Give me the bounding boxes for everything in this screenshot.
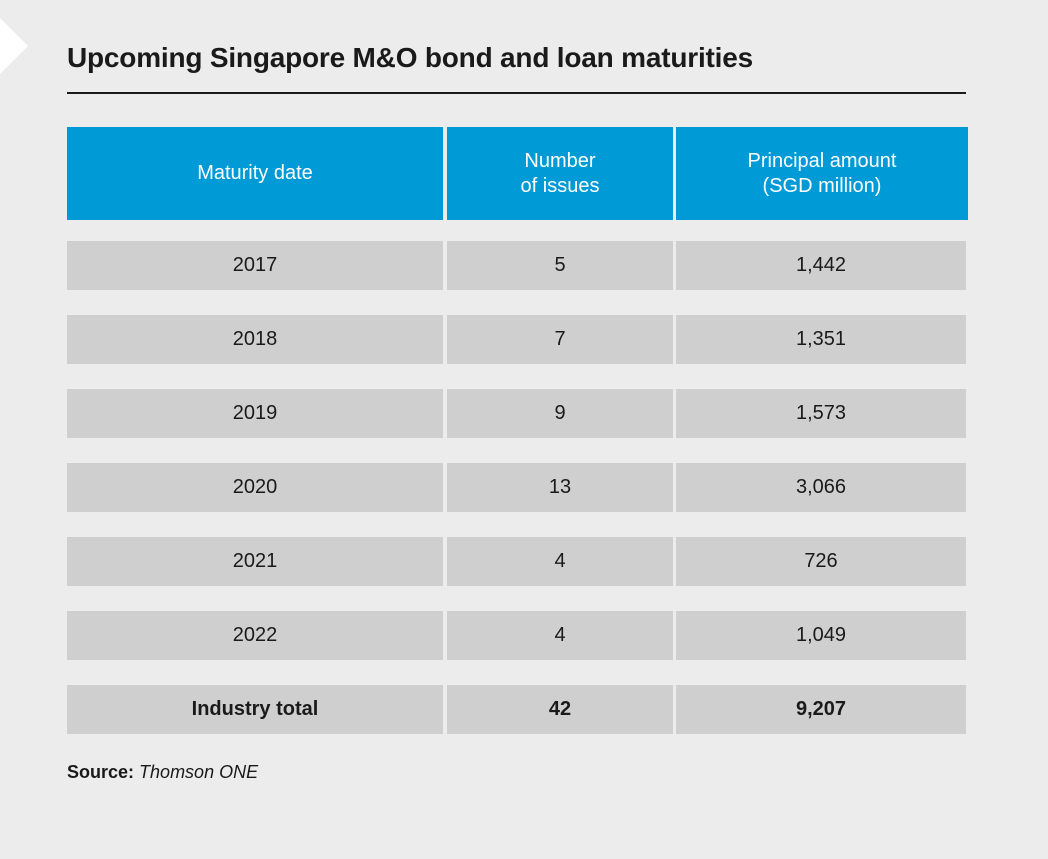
header-number-line-1: Number [524,149,596,172]
cell-principal-amount: 1,351 [676,315,966,364]
table-row: 2020 13 3,066 [67,463,968,512]
cell-total-principal: 9,207 [676,685,966,734]
cell-number-of-issues: 4 [447,611,673,660]
cell-principal-amount: 1,573 [676,389,966,438]
cell-principal-amount: 3,066 [676,463,966,512]
header-number-of-issues-label: Number of issues [521,149,600,199]
cell-principal-amount: 1,442 [676,241,966,290]
title-divider [67,92,966,94]
source-note: Source: Thomson ONE [67,762,258,783]
page-title: Upcoming Singapore M&O bond and loan mat… [67,42,753,73]
table-total-row: Industry total 42 9,207 [67,685,968,734]
header-maturity-date: Maturity date [67,127,443,220]
header-principal-line-1: Principal amount [747,149,897,172]
table-row: 2021 4 726 [67,537,968,586]
cell-number-of-issues: 9 [447,389,673,438]
header-principal-line-2: (SGD million) [762,174,882,197]
cell-maturity-date: 2020 [67,463,443,512]
source-value: Thomson ONE [139,762,259,782]
cell-total-issues: 42 [447,685,673,734]
cell-total-label: Industry total [67,685,443,734]
header-number-line-2: of issues [520,174,600,197]
cell-maturity-date: 2017 [67,241,443,290]
cell-number-of-issues: 5 [447,241,673,290]
cell-principal-amount: 1,049 [676,611,966,660]
table-row: 2017 5 1,442 [67,241,968,290]
cell-maturity-date: 2021 [67,537,443,586]
table-header: Maturity date Number of issues Principal… [67,127,968,220]
table-row: 2019 9 1,573 [67,389,968,438]
source-label: Source: [67,762,135,782]
cell-number-of-issues: 7 [447,315,673,364]
header-maturity-date-label: Maturity date [197,162,313,184]
cell-number-of-issues: 13 [447,463,673,512]
corner-tab-decoration [0,18,28,74]
header-principal-amount-label: Principal amount (SGD million) [748,149,897,199]
header-principal-amount: Principal amount (SGD million) [676,127,968,220]
cell-maturity-date: 2019 [67,389,443,438]
table-row: 2022 4 1,049 [67,611,968,660]
table-row: 2018 7 1,351 [67,315,968,364]
cell-maturity-date: 2018 [67,315,443,364]
cell-principal-amount: 726 [676,537,966,586]
cell-maturity-date: 2022 [67,611,443,660]
cell-number-of-issues: 4 [447,537,673,586]
header-number-of-issues: Number of issues [447,127,673,220]
